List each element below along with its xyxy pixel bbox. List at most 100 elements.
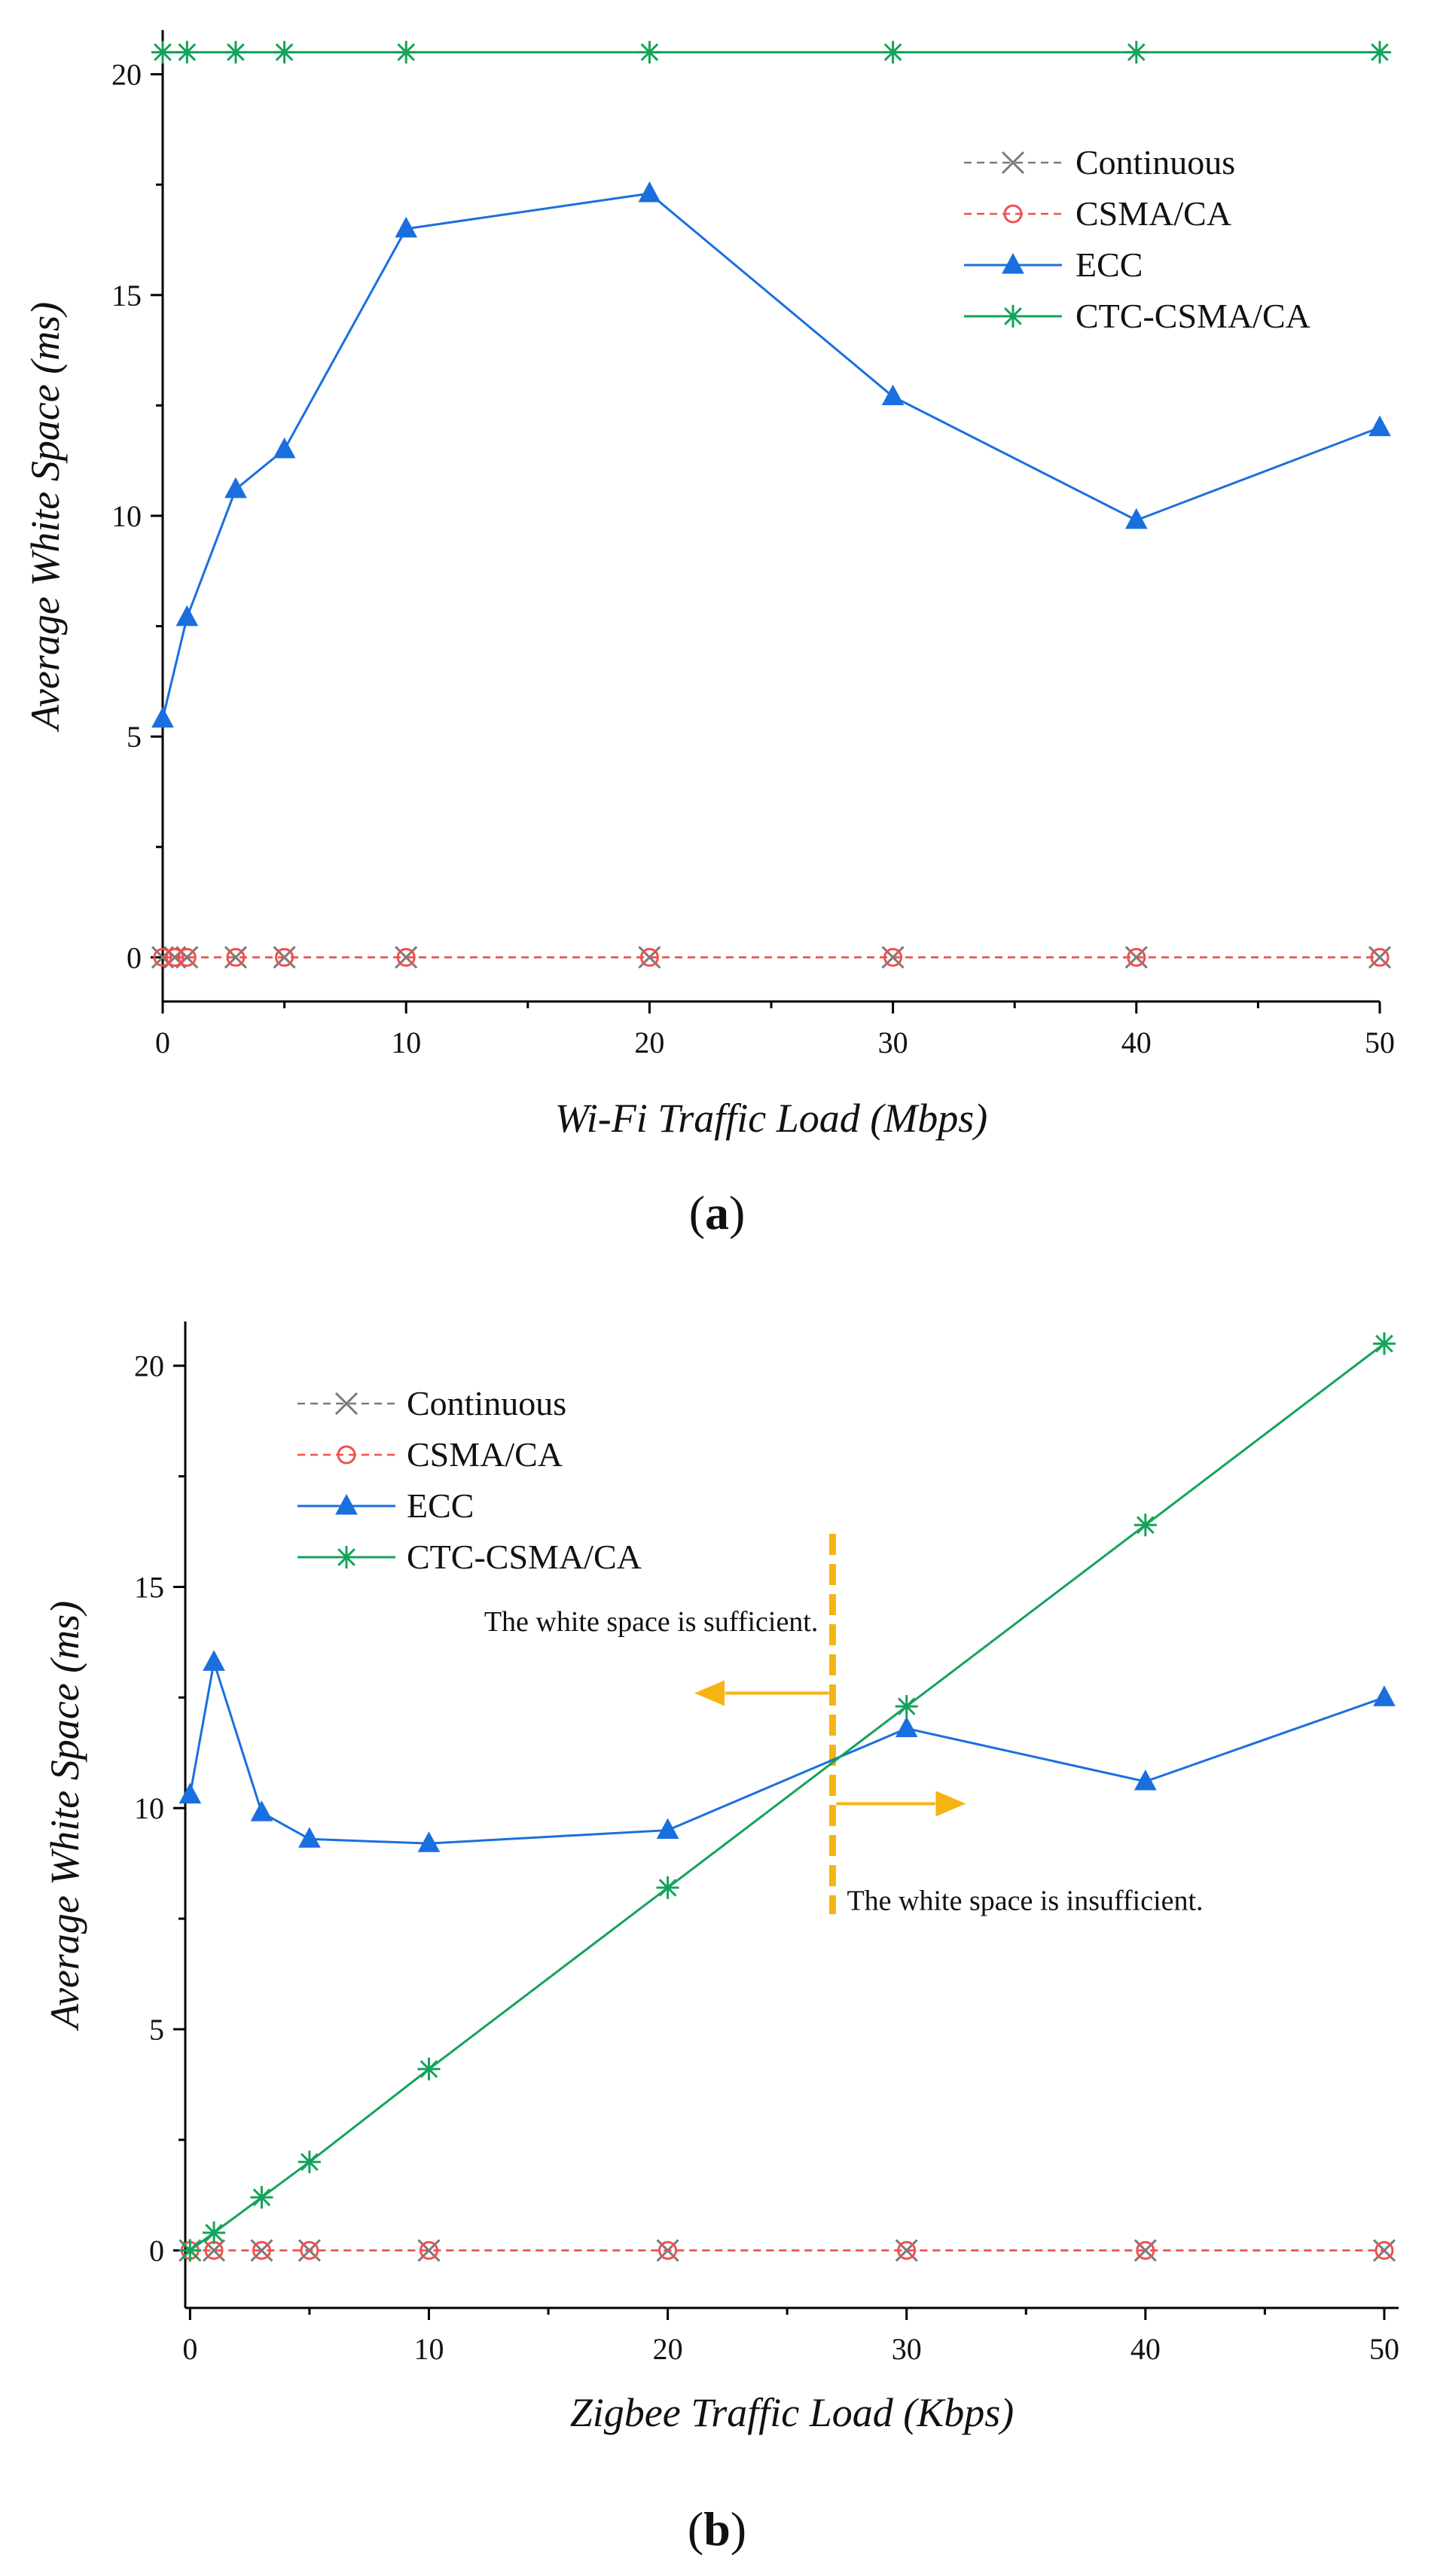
data-point (883, 947, 903, 967)
legend-marker (1002, 305, 1024, 328)
data-point (395, 216, 418, 238)
series-ctc-csma-ca (178, 1332, 1396, 2262)
data-point (638, 41, 661, 64)
data-point (177, 947, 197, 967)
legend-label: CTC-CSMA/CA (407, 1538, 642, 1576)
data-point (151, 41, 174, 64)
y-tick-label: 15 (111, 279, 142, 312)
data-point (1133, 2239, 1157, 2262)
data-point (250, 2186, 273, 2209)
data-point (1127, 947, 1146, 967)
panel-caption: (b) (688, 2502, 746, 2556)
data-point (897, 2241, 917, 2260)
legend: Continuous CSMA/CA ECC CTC-CSMA/CA (964, 143, 1310, 335)
caption-open-paren: ( (689, 1186, 705, 1239)
data-point (1372, 1332, 1396, 1355)
series-csma-ca (180, 2241, 1394, 2260)
series-ecc (151, 181, 1391, 728)
series-ecc (178, 1650, 1396, 1852)
legend-label: ECC (1076, 245, 1143, 284)
data-point (1134, 1769, 1157, 1791)
data-point (175, 605, 199, 626)
data-point (656, 1818, 679, 1840)
data-point (250, 1800, 273, 1821)
data-point (298, 1827, 321, 1848)
y-axis-label: Average White Space (ms) (23, 302, 68, 732)
data-point (895, 1716, 918, 1737)
data-point (273, 437, 296, 459)
caption-open-paren: ( (688, 2502, 703, 2556)
data-point (419, 2241, 438, 2260)
data-point (153, 947, 172, 967)
legend-label: CSMA/CA (407, 1435, 563, 1474)
data-point (417, 2239, 441, 2262)
insufficient-label: The white space is insufficient. (847, 1885, 1203, 1916)
legend-marker (337, 1445, 356, 1465)
data-point (881, 41, 905, 64)
data-point (895, 1695, 918, 1718)
legend-label: Continuous (1076, 143, 1235, 181)
data-point (417, 1831, 441, 1852)
x-tick-label: 10 (413, 2332, 444, 2366)
data-point (895, 2239, 918, 2262)
data-point (165, 947, 185, 967)
data-point (224, 41, 247, 64)
caption-letter: a (705, 1186, 729, 1239)
caption-close-paren: ) (731, 2502, 746, 2556)
x-tick-label: 0 (155, 1026, 170, 1059)
data-point (417, 2057, 441, 2081)
legend-label: Continuous (407, 1384, 566, 1422)
data-point (275, 947, 294, 967)
data-point (203, 1650, 225, 1671)
data-point (1368, 41, 1391, 64)
series-csma-ca (153, 947, 1390, 967)
x-axis-label: Zigbee Traffic Load (Kbps) (570, 2390, 1014, 2435)
panel-caption: (a) (689, 1186, 746, 1239)
data-point (250, 2239, 273, 2262)
y-tick-label: 5 (149, 2013, 164, 2047)
caption-letter: b (703, 2502, 731, 2556)
series-ctc-csma-ca (151, 41, 1391, 64)
data-point (203, 2221, 226, 2245)
y-axis-label: Average White Space (ms) (42, 1601, 87, 2031)
data-point (396, 947, 416, 967)
x-tick-label: 40 (1130, 2332, 1161, 2366)
y-tick-label: 10 (111, 499, 142, 533)
threshold-annotation: The white space is sufficient. The white … (484, 1533, 1204, 1916)
data-point (1133, 1514, 1157, 1537)
x-tick-label: 50 (1365, 1026, 1395, 1059)
data-point (175, 41, 199, 64)
data-point (252, 2241, 271, 2260)
sufficient-label: The white space is sufficient. (484, 1606, 819, 1638)
x-tick-label: 40 (1121, 1026, 1152, 1059)
y-tick-label: 10 (134, 1791, 164, 1825)
insufficient-arrow-head (935, 1791, 966, 1817)
data-point (1124, 508, 1148, 529)
sufficient-arrow-head (694, 1680, 725, 1706)
x-tick-label: 20 (653, 2332, 683, 2366)
data-point (273, 41, 296, 64)
y-tick-label: 0 (127, 940, 142, 974)
data-point (1368, 415, 1391, 437)
x-axis-label: Wi-Fi Traffic Load (Mbps) (555, 1096, 988, 1141)
data-point (395, 41, 418, 64)
legend-label: CTC-CSMA/CA (1076, 297, 1310, 335)
y-tick-label: 0 (149, 2234, 164, 2268)
data-point (1370, 947, 1390, 967)
data-point (658, 2241, 678, 2260)
data-point (300, 2241, 319, 2260)
data-point (297, 2151, 321, 2174)
x-tick-label: 30 (878, 1026, 908, 1059)
data-point (224, 946, 248, 969)
series-line (161, 192, 1381, 720)
legend-marker (334, 1392, 358, 1416)
data-point (639, 947, 659, 967)
legend-marker (1002, 252, 1024, 274)
data-point (226, 947, 246, 967)
y-tick-label: 5 (127, 720, 142, 754)
data-point (1373, 1685, 1396, 1706)
data-point (881, 384, 905, 406)
legend-label: CSMA/CA (1076, 194, 1231, 233)
legend-marker (1003, 204, 1023, 224)
